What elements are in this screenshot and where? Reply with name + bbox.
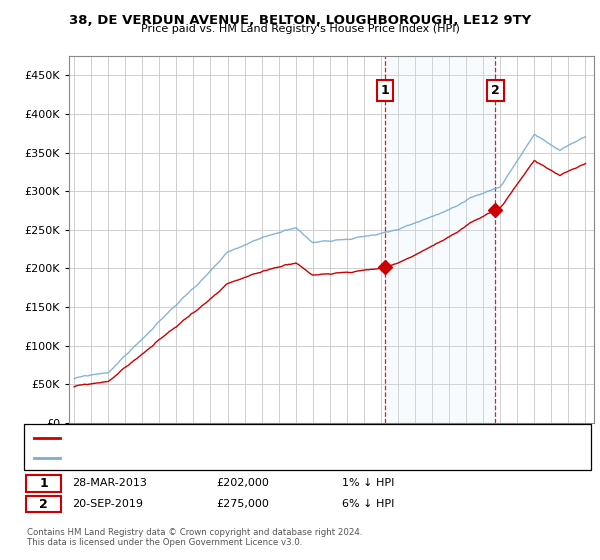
Text: 20-SEP-2019: 20-SEP-2019 <box>72 499 143 509</box>
Text: £202,000: £202,000 <box>216 478 269 488</box>
Text: 1: 1 <box>39 477 48 490</box>
Text: Contains HM Land Registry data © Crown copyright and database right 2024.
This d: Contains HM Land Registry data © Crown c… <box>27 528 362 547</box>
Text: 2: 2 <box>491 84 500 97</box>
Text: 1% ↓ HPI: 1% ↓ HPI <box>342 478 394 488</box>
Text: 28-MAR-2013: 28-MAR-2013 <box>72 478 147 488</box>
Text: 38, DE VERDUN AVENUE, BELTON, LOUGHBOROUGH, LE12 9TY (detached house): 38, DE VERDUN AVENUE, BELTON, LOUGHBOROU… <box>64 433 460 443</box>
Text: HPI: Average price, detached house, North West Leicestershire: HPI: Average price, detached house, Nort… <box>64 452 371 463</box>
Bar <box>385 56 496 423</box>
Text: 2: 2 <box>39 497 48 511</box>
Text: £275,000: £275,000 <box>216 499 269 509</box>
Text: 1: 1 <box>380 84 389 97</box>
Text: Price paid vs. HM Land Registry's House Price Index (HPI): Price paid vs. HM Land Registry's House … <box>140 24 460 34</box>
Text: 6% ↓ HPI: 6% ↓ HPI <box>342 499 394 509</box>
Text: 38, DE VERDUN AVENUE, BELTON, LOUGHBOROUGH, LE12 9TY: 38, DE VERDUN AVENUE, BELTON, LOUGHBOROU… <box>69 14 531 27</box>
